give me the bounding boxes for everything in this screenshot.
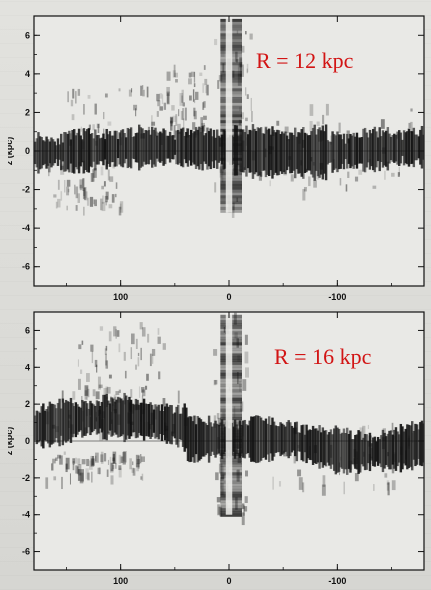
y-tick-label: -6 [22, 262, 30, 272]
emission-map [34, 16, 424, 218]
chart-panel-r16: 6 4 2 0 -2 -4 -6 100 0 -100 z (kpc) R = 16 kpc [8, 300, 428, 590]
chart-svg-r16: 6 4 2 0 -2 -4 -6 100 0 -100 z (kpc) [8, 311, 425, 586]
y-tick-label: 4 [25, 362, 30, 372]
y-tick-label: 6 [25, 30, 30, 40]
y-tick-label: 2 [25, 399, 30, 409]
emission-map [34, 312, 424, 526]
y-tick-label: -2 [22, 185, 30, 195]
y-tick-label: 2 [25, 107, 30, 117]
x-tick-label: 100 [113, 292, 128, 302]
y-axis-label: z (kpc) [8, 137, 14, 166]
y-tick-label: 0 [25, 436, 30, 446]
y-axis-label: z (kpc) [8, 427, 14, 456]
annotation-r12: R = 12 kpc [256, 48, 354, 73]
y-tick-label: 4 [25, 69, 30, 79]
y-tick-label: 0 [25, 146, 30, 156]
x-tick-label: -100 [328, 576, 346, 586]
x-tick-label: -100 [328, 292, 346, 302]
x-tick-label: 100 [113, 576, 128, 586]
chart-svg-r12: 6 4 2 0 -2 -4 -6 100 0 -100 z (kpc) [8, 15, 425, 302]
y-tick-label: -6 [22, 547, 30, 557]
chart-panel-r12: 6 4 2 0 -2 -4 -6 100 0 -100 z (kpc) R = 12 kpc [8, 2, 428, 307]
y-tick-label: -4 [22, 510, 30, 520]
y-tick-label: -4 [22, 223, 30, 233]
y-tick-label: 6 [25, 325, 30, 335]
x-tick-label: 0 [226, 292, 231, 302]
annotation-r16: R = 16 kpc [274, 344, 372, 369]
x-tick-label: 0 [226, 576, 231, 586]
y-tick-label: -2 [22, 473, 30, 483]
